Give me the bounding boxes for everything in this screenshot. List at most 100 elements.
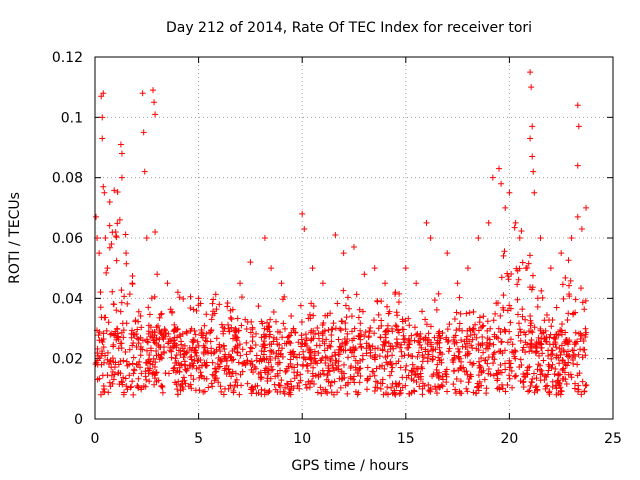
data-point [379,362,386,369]
data-point [192,344,199,351]
data-point [218,388,225,395]
data-point [99,372,106,379]
data-point [196,374,203,381]
data-point [374,384,381,391]
data-point [298,336,305,343]
data-point [374,345,381,352]
data-point [574,361,581,368]
data-point [515,320,522,327]
data-point [115,361,122,368]
data-point [150,337,157,344]
data-point [109,288,116,295]
data-point [137,313,144,320]
data-point [111,364,118,371]
data-point [328,379,335,386]
data-point [340,347,347,354]
data-point [179,377,186,384]
data-point [410,387,417,394]
data-point [309,265,316,272]
data-point [476,378,483,385]
data-point [174,289,181,296]
data-point [475,372,482,379]
data-point [298,343,305,350]
data-point [283,340,290,347]
data-point [522,265,529,272]
data-point [552,331,559,338]
data-point [165,338,172,345]
x-tick-label: 0 [91,431,100,447]
data-point [94,376,101,383]
data-point [508,348,515,355]
data-point [217,383,224,390]
data-point [529,272,536,279]
data-point [166,335,173,342]
data-point [464,388,471,395]
data-point [100,344,107,351]
data-point [251,364,258,371]
data-point [155,352,162,359]
data-point [117,308,124,315]
data-point [329,353,336,360]
data-point [278,377,285,384]
data-point [151,293,158,300]
data-point [207,329,214,336]
data-point [352,388,359,395]
data-point [498,339,505,346]
data-point [384,384,391,391]
data-point [429,347,436,354]
data-point [550,335,557,342]
data-point [357,327,364,334]
data-point [187,293,194,300]
data-point [575,351,582,358]
data-point [140,129,147,136]
y-tick-label: 0.12 [52,50,83,66]
data-point [272,386,279,393]
data-point [198,373,205,380]
data-point [481,357,488,364]
data-point [179,330,186,337]
data-point [127,384,134,391]
data-point [445,348,452,355]
data-point [494,377,501,384]
data-point [377,334,384,341]
data-point [575,382,582,389]
data-point [213,306,220,313]
data-point [130,354,137,361]
data-point [409,361,416,368]
data-point [499,350,506,357]
data-point [111,332,118,339]
data-point [423,219,430,226]
data-point [281,390,288,397]
data-point [157,311,164,318]
data-point [215,379,222,386]
data-point [395,299,402,306]
data-point [103,269,110,276]
data-point [436,339,443,346]
data-point [164,280,171,287]
data-point [248,390,255,397]
data-point [152,359,159,366]
data-point [123,383,130,390]
data-point [231,383,238,390]
data-point [577,335,584,342]
data-point [491,356,498,363]
data-point [167,344,174,351]
data-point [418,363,425,370]
data-point [504,307,511,314]
data-point [395,329,402,336]
data-point [188,346,195,353]
data-point [342,320,349,327]
data-point [258,318,265,325]
data-point [220,391,227,398]
data-point [430,371,437,378]
data-point [563,380,570,387]
data-point [497,369,504,376]
data-point [522,339,529,346]
data-point [582,297,589,304]
data-point [405,351,412,358]
data-point [530,370,537,377]
data-point [102,235,109,241]
data-point [200,388,207,395]
data-point [520,379,527,386]
data-point [364,375,371,382]
